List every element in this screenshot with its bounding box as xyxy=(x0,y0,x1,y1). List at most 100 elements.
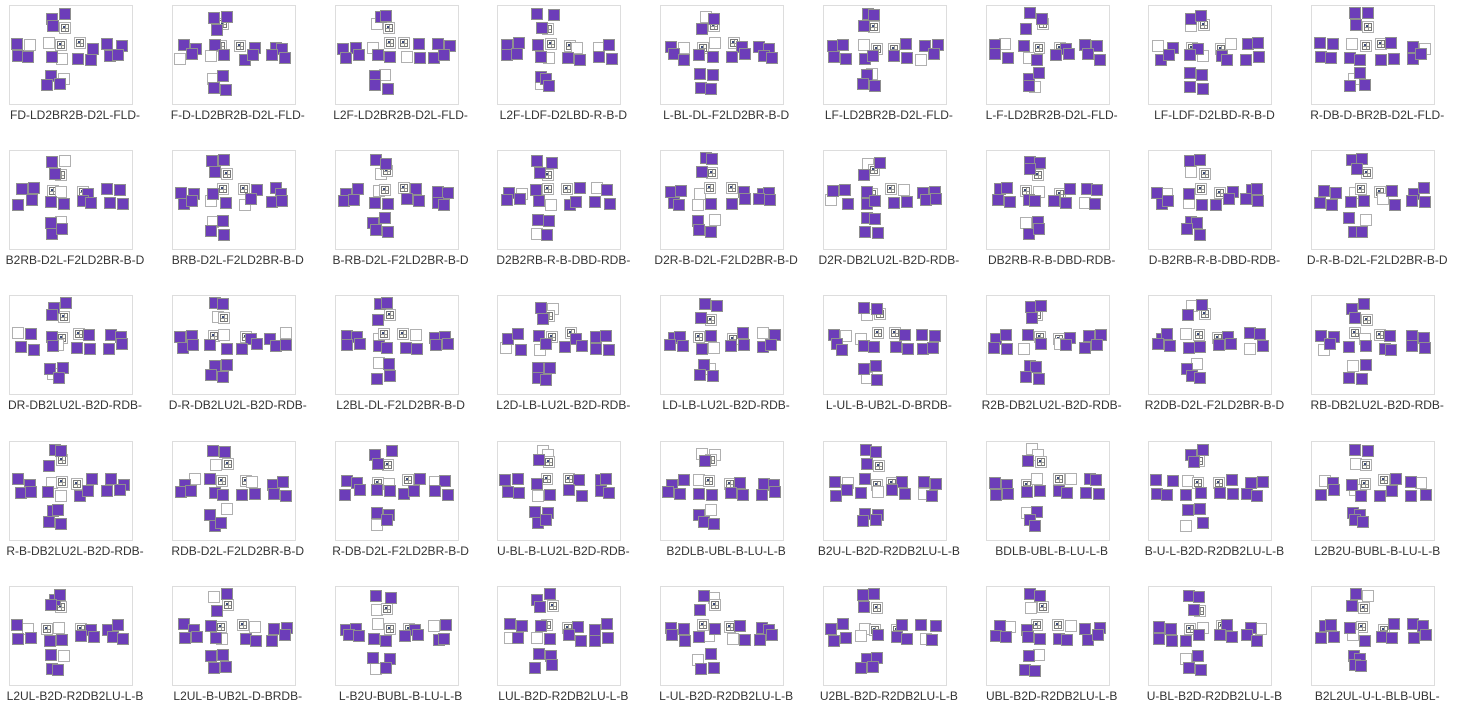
cube-net-image[interactable] xyxy=(497,5,622,105)
purple-sticker xyxy=(1196,69,1209,81)
cube-net-image[interactable] xyxy=(497,440,622,541)
cube-net-image[interactable] xyxy=(497,585,622,686)
purple-sticker xyxy=(707,51,720,63)
purple-sticker xyxy=(867,587,880,600)
purple-sticker xyxy=(1152,338,1165,351)
purple-sticker xyxy=(871,628,884,641)
purple-sticker xyxy=(353,483,366,496)
image-caption: DB2RB-R-B-DBD-RDB- xyxy=(987,253,1116,268)
cube-net-image[interactable] xyxy=(660,150,785,251)
cube-net-image[interactable] xyxy=(9,440,133,541)
cube-net-image[interactable] xyxy=(1311,295,1436,396)
cube-net-image[interactable] xyxy=(334,5,459,105)
cube-net-image[interactable] xyxy=(1311,440,1436,541)
purple-sticker xyxy=(206,188,219,201)
orientation-marker-icon xyxy=(57,41,65,49)
cube-net-image[interactable] xyxy=(822,440,947,541)
thumbnail-cell: D2R-DB2LU2L-B2D-RDB- xyxy=(814,145,977,290)
cube-net-image[interactable] xyxy=(9,5,133,105)
orientation-marker-icon xyxy=(1361,479,1370,488)
image-caption: BRB-D2L-F2LD2BR-B-D xyxy=(171,253,304,268)
purple-sticker xyxy=(42,485,54,498)
white-sticker xyxy=(1347,360,1360,373)
cube-net-image[interactable] xyxy=(822,585,947,686)
cube-net-image[interactable] xyxy=(660,295,785,396)
purple-sticker xyxy=(706,488,719,501)
purple-sticker xyxy=(383,51,396,63)
white-sticker xyxy=(839,330,852,343)
cube-net-image[interactable] xyxy=(1311,150,1436,251)
cube-net-image[interactable] xyxy=(171,440,296,541)
image-caption: U-BL-B2D-R2DB2LU-L-B xyxy=(1146,688,1283,703)
purple-sticker xyxy=(873,157,886,170)
purple-sticker xyxy=(606,53,619,65)
orientation-marker-icon xyxy=(1377,40,1386,48)
cube-net-image[interactable] xyxy=(985,585,1110,686)
orientation-marker-icon xyxy=(1362,42,1371,50)
purple-sticker xyxy=(734,476,747,489)
cube-net-image[interactable] xyxy=(1148,150,1273,251)
purple-sticker xyxy=(570,196,583,209)
purple-sticker xyxy=(1167,474,1180,487)
orientation-marker-icon xyxy=(238,620,247,629)
cube-net-image[interactable] xyxy=(334,295,459,396)
thumbnail-cell: U-BL-B-LU2L-B2D-RDB- xyxy=(488,436,651,581)
cube-net-image[interactable] xyxy=(1148,5,1273,105)
cube-net-image[interactable] xyxy=(334,440,459,541)
purple-sticker xyxy=(46,309,58,322)
cube-net-image[interactable] xyxy=(822,295,947,396)
purple-sticker xyxy=(60,297,72,310)
purple-sticker xyxy=(114,483,126,496)
cube-net-image[interactable] xyxy=(497,150,622,251)
purple-sticker xyxy=(56,223,68,236)
purple-sticker xyxy=(1389,199,1402,212)
purple-sticker xyxy=(1357,515,1370,528)
purple-sticker xyxy=(604,198,617,211)
purple-sticker xyxy=(265,634,278,647)
cube-net-image[interactable] xyxy=(660,5,785,105)
cube-net-image[interactable] xyxy=(171,5,296,105)
cube-net-image[interactable] xyxy=(1311,585,1436,686)
image-caption: L-UL-B2D-R2DB2LU-L-B xyxy=(659,688,794,703)
purple-sticker xyxy=(1324,338,1337,351)
purple-sticker xyxy=(1419,342,1432,355)
thumbnail-cell: L-F-LD2BR2B-D2L-FLD- xyxy=(977,0,1140,145)
cube-net-image[interactable] xyxy=(822,150,947,251)
image-caption: L-UL-B-UB2L-D-BRDB- xyxy=(825,398,952,413)
cube-net-image[interactable] xyxy=(660,440,785,541)
purple-sticker xyxy=(382,358,395,371)
purple-sticker xyxy=(705,330,718,343)
purple-sticker xyxy=(1194,372,1207,385)
purple-sticker xyxy=(178,631,191,644)
purple-sticker xyxy=(562,52,575,64)
cube-net-image[interactable] xyxy=(985,295,1110,396)
purple-sticker xyxy=(1253,51,1266,63)
cube-net-image[interactable] xyxy=(1148,440,1273,541)
cube-net-image[interactable] xyxy=(9,585,133,686)
thumbnail-cell: L2D-LB-LU2L-B2D-RDB- xyxy=(488,290,651,435)
marked-sticker xyxy=(709,598,722,611)
cube-net-image[interactable] xyxy=(171,150,296,251)
cube-net-image[interactable] xyxy=(1148,295,1273,396)
purple-sticker xyxy=(544,587,557,600)
cube-net-image[interactable] xyxy=(1148,585,1273,686)
cube-net-image[interactable] xyxy=(985,5,1110,105)
marked-sticker xyxy=(377,328,390,341)
cube-net-image[interactable] xyxy=(985,440,1110,541)
cube-net-image[interactable] xyxy=(497,295,622,396)
cube-net-image[interactable] xyxy=(1311,5,1436,105)
cube-net-image[interactable] xyxy=(9,150,133,251)
cube-net-image[interactable] xyxy=(985,150,1110,251)
purple-sticker xyxy=(887,197,900,210)
image-caption: L-BL-DL-F2LD2BR-B-D xyxy=(663,108,790,122)
cube-net-image[interactable] xyxy=(171,585,296,686)
cube-net-image[interactable] xyxy=(171,295,296,396)
marked-sticker xyxy=(1355,183,1368,196)
purple-sticker xyxy=(536,22,549,34)
purple-sticker xyxy=(827,634,840,647)
cube-net-image[interactable] xyxy=(822,5,947,105)
cube-net-image[interactable] xyxy=(334,150,459,251)
cube-net-image[interactable] xyxy=(334,585,459,686)
cube-net-image[interactable] xyxy=(660,585,785,686)
cube-net-image[interactable] xyxy=(9,295,133,396)
